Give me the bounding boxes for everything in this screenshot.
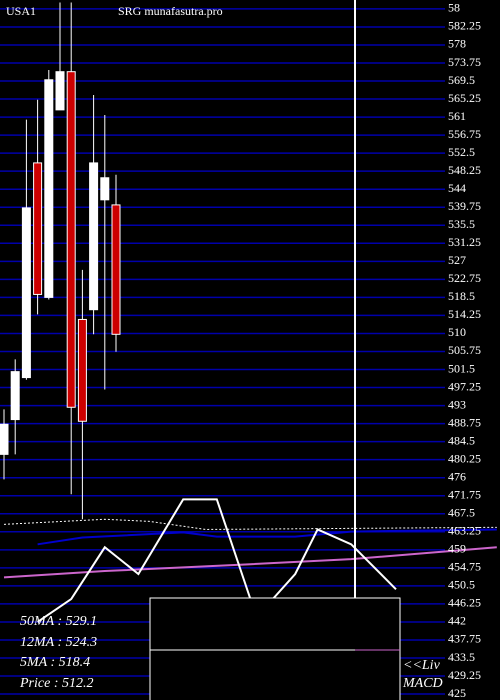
candle-body <box>111 204 121 335</box>
y-tick-label: 565.25 <box>448 91 481 105</box>
y-tick-label: 58 <box>448 1 460 15</box>
line-series <box>37 498 397 623</box>
y-tick-label: 552.5 <box>448 145 475 159</box>
y-tick-label: 442 <box>448 614 466 628</box>
y-tick-label: 578 <box>448 37 466 51</box>
y-tick-label: 527 <box>448 253 466 267</box>
y-tick-label: 454.75 <box>448 560 481 574</box>
candle-body <box>10 371 20 421</box>
y-tick-label: 433.5 <box>448 650 475 664</box>
y-axis: 58 582.25 578 573.75 569.5 565.25 561 556.75 552… <box>448 1 481 700</box>
y-tick-label: 510 <box>448 325 466 339</box>
candle-body <box>100 177 110 201</box>
y-tick-label: 544 <box>448 181 466 195</box>
y-tick-label: 582.25 <box>448 19 481 33</box>
y-tick-label: 535.5 <box>448 217 475 231</box>
ma-label: 12MA : 524.3 <box>20 635 97 650</box>
y-tick-label: 484.5 <box>448 433 475 447</box>
candle-body <box>89 162 99 311</box>
candle-body <box>44 79 54 298</box>
y-tick-label: 561 <box>448 109 466 123</box>
y-tick-label: 450.5 <box>448 578 475 592</box>
y-tick-label: 463.25 <box>448 524 481 538</box>
candle-body <box>0 423 9 455</box>
y-tick-label: 480.25 <box>448 451 481 465</box>
line-series <box>3 546 497 579</box>
symbol: USA1 <box>6 4 36 18</box>
macd-label: MACD <box>402 676 443 691</box>
y-tick-label: 497.25 <box>448 379 481 393</box>
y-tick-label: 514.25 <box>448 307 481 321</box>
chart-title: SRG munafasutra.pro <box>118 4 223 18</box>
ma-label: 5MA : 518.4 <box>20 655 90 670</box>
y-tick-label: 476 <box>448 469 466 483</box>
y-tick-label: 471.75 <box>448 487 481 501</box>
y-tick-label: 556.75 <box>448 127 481 141</box>
y-tick-label: 429.25 <box>448 668 481 682</box>
live-label: <<Liv <box>403 658 441 673</box>
y-tick-label: 437.75 <box>448 632 481 646</box>
line-series <box>3 518 497 530</box>
price-label: Price : 512.2 <box>19 676 93 691</box>
candle-body <box>21 207 31 379</box>
candle-body <box>66 71 76 408</box>
candle-body <box>55 71 65 111</box>
y-tick-label: 518.5 <box>448 289 475 303</box>
y-tick-label: 522.75 <box>448 271 481 285</box>
line-series <box>37 528 497 546</box>
y-tick-label: 505.75 <box>448 343 481 357</box>
y-tick-label: 467.5 <box>448 506 475 520</box>
y-tick-label: 531.25 <box>448 235 481 249</box>
y-tick-label: 446.25 <box>448 596 481 610</box>
y-tick-label: 569.5 <box>448 73 475 87</box>
plot <box>0 2 497 623</box>
y-tick-label: 425 <box>448 686 466 700</box>
y-tick-label: 488.75 <box>448 415 481 429</box>
ma-label: 50MA : 529.1 <box>20 614 97 629</box>
candle-body <box>33 162 43 295</box>
y-tick-label: 459 <box>448 542 466 556</box>
candle-body <box>77 318 87 422</box>
y-tick-label: 501.5 <box>448 361 475 375</box>
y-tick-label: 573.75 <box>448 55 481 69</box>
macd-box <box>149 597 401 700</box>
y-tick-label: 539.75 <box>448 199 481 213</box>
y-tick-label: 493 <box>448 397 466 411</box>
y-tick-label: 548.25 <box>448 163 481 177</box>
